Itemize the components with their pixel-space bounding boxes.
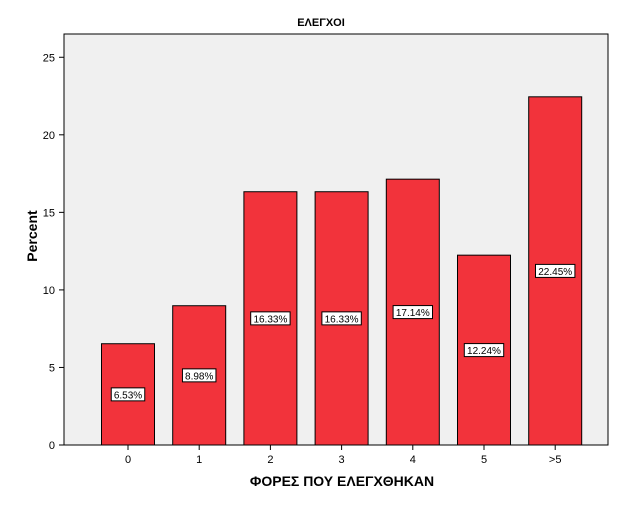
data-label-text: 17.14% <box>396 308 430 319</box>
data-label-box <box>250 311 291 326</box>
x-tick-label: 2 <box>267 454 273 466</box>
data-label-box <box>535 263 576 278</box>
data-label-text: 12.24% <box>467 346 501 357</box>
x-tick-label: >5 <box>549 454 562 466</box>
data-label-3: 16.33% <box>321 311 362 326</box>
x-tick-label: 5 <box>481 454 487 466</box>
y-tick-label: 0 <box>49 440 55 452</box>
x-tick-label: 3 <box>339 454 345 466</box>
data-label-2: 16.33% <box>250 311 291 326</box>
y-axis: 0 5 10 15 20 25 <box>43 34 65 452</box>
y-axis-label: Percent <box>24 210 40 262</box>
x-tick-label: 1 <box>196 454 202 466</box>
y-tick-label: 20 <box>43 130 55 142</box>
data-label-1: 8.98% <box>181 368 217 383</box>
data-label-box <box>110 387 146 402</box>
y-tick-label: 25 <box>43 52 55 64</box>
data-label-text: 6.53% <box>114 390 142 401</box>
bars: 6.53% 8.98% 16.33% 16.33% 17.14% 12.24% 22.45% <box>101 96 583 446</box>
data-label-5: 12.24% <box>463 343 505 358</box>
data-label-box <box>392 305 434 320</box>
x-tick-label: 4 <box>410 454 416 466</box>
data-label-4: 17.14% <box>392 305 434 320</box>
data-label-text: 8.98% <box>185 371 213 382</box>
data-label-box <box>463 343 505 358</box>
data-label-box <box>181 368 217 383</box>
y-tick-label: 5 <box>49 362 55 374</box>
data-label-text: 22.45% <box>538 267 572 278</box>
y-tick-label: 10 <box>43 285 55 297</box>
data-label->5: 22.45% <box>535 263 576 278</box>
chart-title: ΕΛΕΓΧΟΙ <box>297 17 345 29</box>
data-label-box <box>321 311 362 326</box>
data-label-0: 6.53% <box>110 387 146 402</box>
x-tick-label: 0 <box>125 454 131 466</box>
y-tick-label: 15 <box>43 207 55 219</box>
data-label-text: 16.33% <box>253 314 287 325</box>
x-axis-label: ΦΟΡΕΣ ΠΟΥ ΕΛΕΓΧΘΗΚΑΝ <box>250 473 434 489</box>
x-axis: 0 1 2 3 4 5 >5 <box>125 445 562 466</box>
data-label-text: 16.33% <box>325 314 359 325</box>
